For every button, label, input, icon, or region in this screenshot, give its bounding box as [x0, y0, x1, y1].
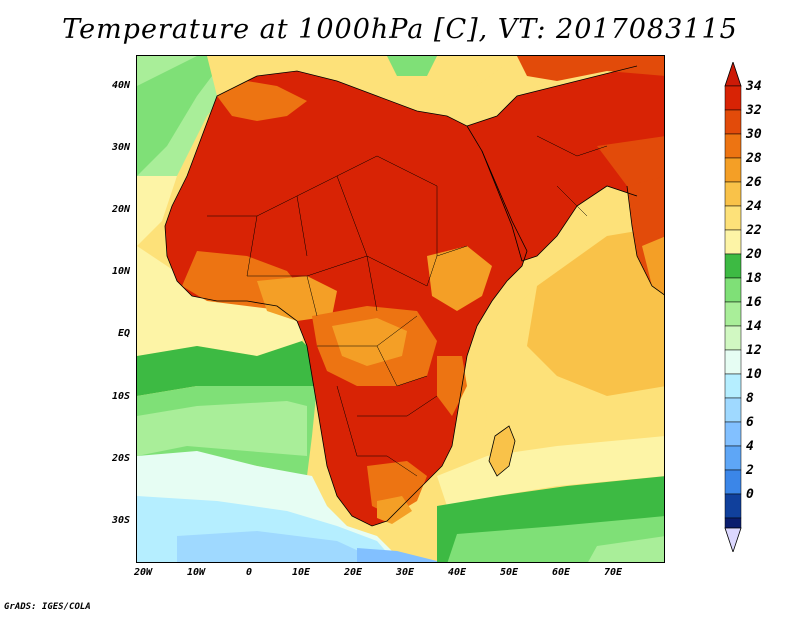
- lon-label-10e: 10E: [292, 567, 311, 578]
- india-south: [642, 236, 664, 295]
- colorbar-swatch-0-2a: [724, 469, 742, 495]
- lat-label-eq: EQ: [117, 328, 130, 339]
- drakensberg-patch: [377, 496, 412, 524]
- north-atlantic-green: [137, 56, 227, 176]
- colorbar-label-26: 26: [746, 175, 762, 190]
- lat-label-20n: 20N: [111, 204, 130, 215]
- colorbar-label-34: 34: [746, 79, 762, 94]
- colorbar-label-12: 12: [746, 343, 762, 358]
- lon-label-70e: 70E: [604, 567, 623, 578]
- colorbar-swatch-30-32: [724, 109, 742, 135]
- indian-ocean-mid: [437, 436, 664, 506]
- lon-label-10w: 10W: [187, 567, 206, 578]
- lat-label-30s: 30S: [111, 515, 130, 526]
- grads-credit: GrADS: IGES/COLA: [4, 602, 91, 612]
- canary-band: [137, 176, 177, 246]
- colorbar-swatch-20-22: [724, 229, 742, 255]
- ethiopia-highlands: [427, 246, 492, 311]
- temperature-map: [137, 56, 664, 562]
- madagascar: [489, 426, 515, 476]
- map-panel: [136, 55, 665, 563]
- africa-landmass: [165, 71, 527, 526]
- congo-core: [332, 318, 407, 366]
- colorbar-swatch-32-34: [724, 85, 742, 111]
- colorbar-swatch-26-28: [724, 157, 742, 183]
- colorbar-label-10: 10: [746, 367, 762, 382]
- colorbar-swatch-0-2b: [724, 493, 742, 519]
- lat-label-10n: 10N: [111, 266, 130, 277]
- south-atlantic-coldest: [177, 531, 383, 562]
- colorbar-swatch-6-8: [724, 397, 742, 423]
- colorbar-swatch-4-6: [724, 421, 742, 447]
- lon-label-0: 0: [246, 567, 253, 578]
- colorbar-label-8: 8: [746, 391, 754, 406]
- country-borders: [207, 135, 608, 477]
- colorbar-swatch-10-12: [724, 349, 742, 375]
- colorbar-swatch-16-18: [724, 277, 742, 303]
- colorbar-swatch-lowest: [724, 517, 742, 529]
- lat-label-10s: 10S: [111, 391, 130, 402]
- colorbar-label-2: 2: [746, 463, 754, 478]
- colorbar-swatch-8-10: [724, 373, 742, 399]
- iran-patch: [597, 136, 664, 196]
- indian-ocean-far-south: [588, 536, 664, 562]
- lon-label-20w: 20W: [134, 567, 153, 578]
- cape-cold-patch: [357, 548, 437, 562]
- colorbar-label-28: 28: [746, 151, 762, 166]
- colorbar-label-20: 20: [746, 247, 762, 262]
- balkans-green: [387, 56, 437, 76]
- colorbar-label-18: 18: [746, 271, 762, 286]
- lon-label-40e: 40E: [448, 567, 467, 578]
- equatorial-atlantic-green: [137, 341, 317, 396]
- west-africa-patch: [257, 276, 337, 321]
- colorbar-below-arrow: [724, 527, 742, 552]
- map-title: Temperature at 1000hPa [C], VT: 20170831…: [62, 14, 738, 45]
- south-atlantic-light: [137, 401, 307, 456]
- colorbar-swatch-12-14: [724, 325, 742, 351]
- colorbar-label-14: 14: [746, 319, 762, 334]
- maghreb-patch: [217, 81, 307, 121]
- colorbar-swatch-14-16: [724, 301, 742, 327]
- colorbar-label-32: 32: [746, 103, 762, 118]
- colorbar-swatch-28-30: [724, 133, 742, 159]
- lat-label-40n: 40N: [111, 80, 130, 91]
- lat-label-30n: 30N: [111, 142, 130, 153]
- lat-label-20s: 20S: [111, 453, 130, 464]
- colorbar-swatch-22-24: [724, 205, 742, 231]
- colorbar-label-6: 6: [746, 415, 754, 430]
- colorbar: [724, 62, 742, 552]
- colorbar-label-24: 24: [746, 199, 762, 214]
- lon-label-50e: 50E: [500, 567, 519, 578]
- colorbar-swatch-24-26: [724, 181, 742, 207]
- colorbar-label-30: 30: [746, 127, 762, 142]
- colorbar-above-arrow: [724, 62, 742, 87]
- colorbar-label-4: 4: [746, 439, 754, 454]
- lon-label-60e: 60E: [552, 567, 571, 578]
- colorbar-swatch-2-4: [724, 445, 742, 471]
- lon-label-20e: 20E: [344, 567, 363, 578]
- colorbar-swatch-18-20: [724, 253, 742, 279]
- arabia-landmass: [467, 66, 664, 261]
- colorbar-label-22: 22: [746, 223, 762, 238]
- coastlines: [164, 65, 664, 527]
- arabian-sea-warm: [527, 226, 664, 396]
- colorbar-label-16: 16: [746, 295, 762, 310]
- near-east-band: [517, 56, 664, 81]
- colorbar-label-0: 0: [746, 487, 754, 502]
- lon-label-30e: 30E: [396, 567, 415, 578]
